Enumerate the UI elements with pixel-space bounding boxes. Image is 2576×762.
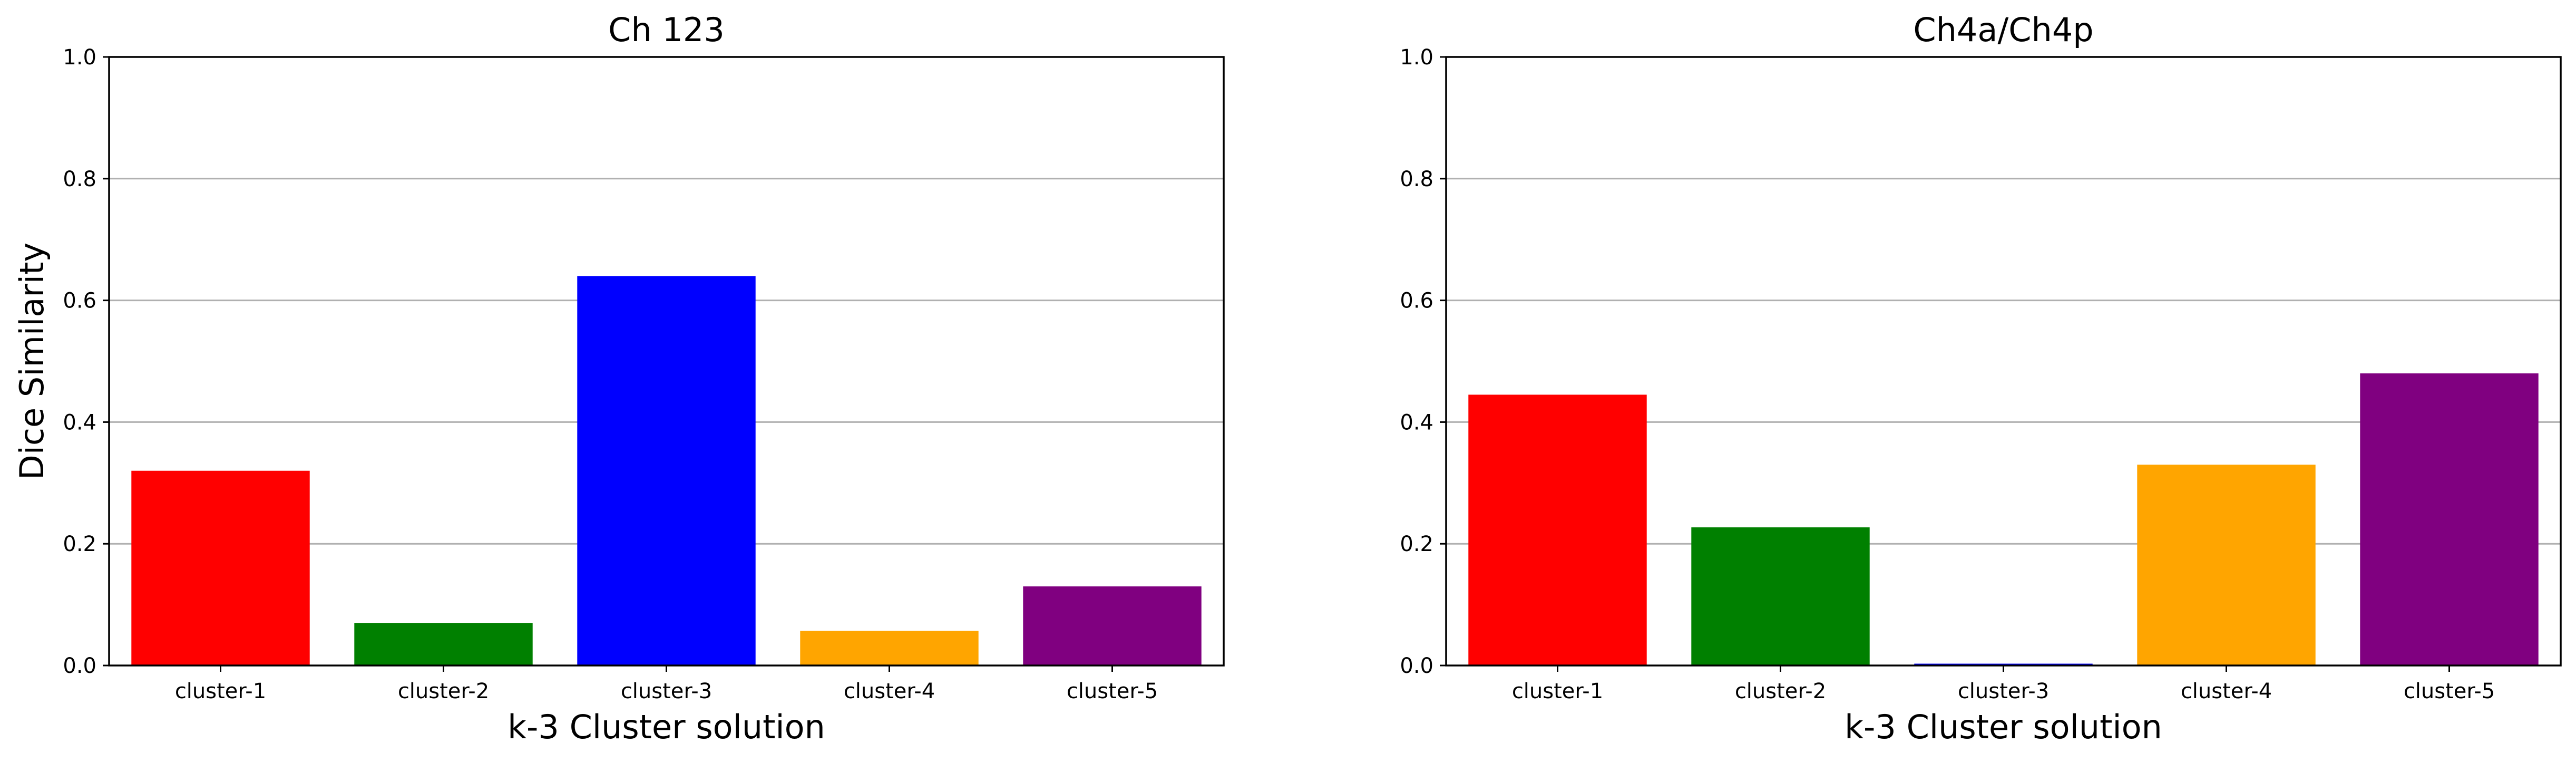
chart-panel-2: 0.0 0.2 0.4 0.6 0.8 1.0 cluster-1 cluster-2 clus…: [1400, 11, 2562, 746]
chart-panel-1: 0.0 0.2 0.4 0.6 0.8 1.0 cluster-1 cluster-2 clus…: [13, 11, 1225, 746]
y-axis-label: Dice Similarity: [13, 243, 51, 480]
bar-cluster-4: [800, 631, 979, 665]
x-tick-label: cluster-1: [175, 679, 266, 703]
bar-cluster-5: [2360, 373, 2539, 665]
x-tick-label: cluster-3: [1958, 679, 2049, 703]
y-tick-label: 0.6: [63, 289, 96, 313]
bar-cluster-5: [1023, 586, 1202, 665]
x-tick-label: cluster-2: [1735, 679, 1826, 703]
y-tick-label: 0.0: [63, 654, 96, 678]
bar-cluster-1: [1468, 394, 1647, 665]
x-tick-label: cluster-4: [2181, 679, 2272, 703]
x-tick-label: cluster-3: [621, 679, 712, 703]
bar-cluster-2: [1691, 527, 1870, 665]
y-tick-label: 0.0: [1400, 654, 1433, 678]
chart-title: Ch4a/Ch4p: [1913, 11, 2093, 49]
bar-cluster-2: [354, 623, 533, 665]
y-tick-label: 0.2: [1400, 532, 1433, 556]
y-tick-label: 0.8: [63, 167, 96, 191]
x-axis-label: k-3 Cluster solution: [508, 708, 825, 746]
y-tick-label: 0.2: [63, 532, 96, 556]
x-axis-label: k-3 Cluster solution: [1845, 708, 2162, 746]
x-tick-label: cluster-2: [398, 679, 489, 703]
axes-frame: [108, 56, 1225, 667]
chart-title: Ch 123: [608, 11, 725, 49]
x-tick-label: cluster-1: [1512, 679, 1603, 703]
y-tick-label: 0.6: [1400, 289, 1433, 313]
y-tick-label: 1.0: [63, 45, 96, 70]
y-tick-label: 1.0: [1400, 45, 1433, 70]
bar-cluster-1: [131, 470, 310, 665]
x-tick-label: cluster-5: [2404, 679, 2495, 703]
y-tick-label: 0.4: [63, 410, 96, 435]
axes-frame: [1445, 56, 2562, 667]
x-tick-label: cluster-5: [1067, 679, 1158, 703]
x-tick-label: cluster-4: [844, 679, 935, 703]
y-tick-label: 0.4: [1400, 410, 1433, 435]
y-tick-label: 0.8: [1400, 167, 1433, 191]
bar-cluster-3: [577, 276, 756, 665]
bar-cluster-4: [2137, 465, 2316, 665]
